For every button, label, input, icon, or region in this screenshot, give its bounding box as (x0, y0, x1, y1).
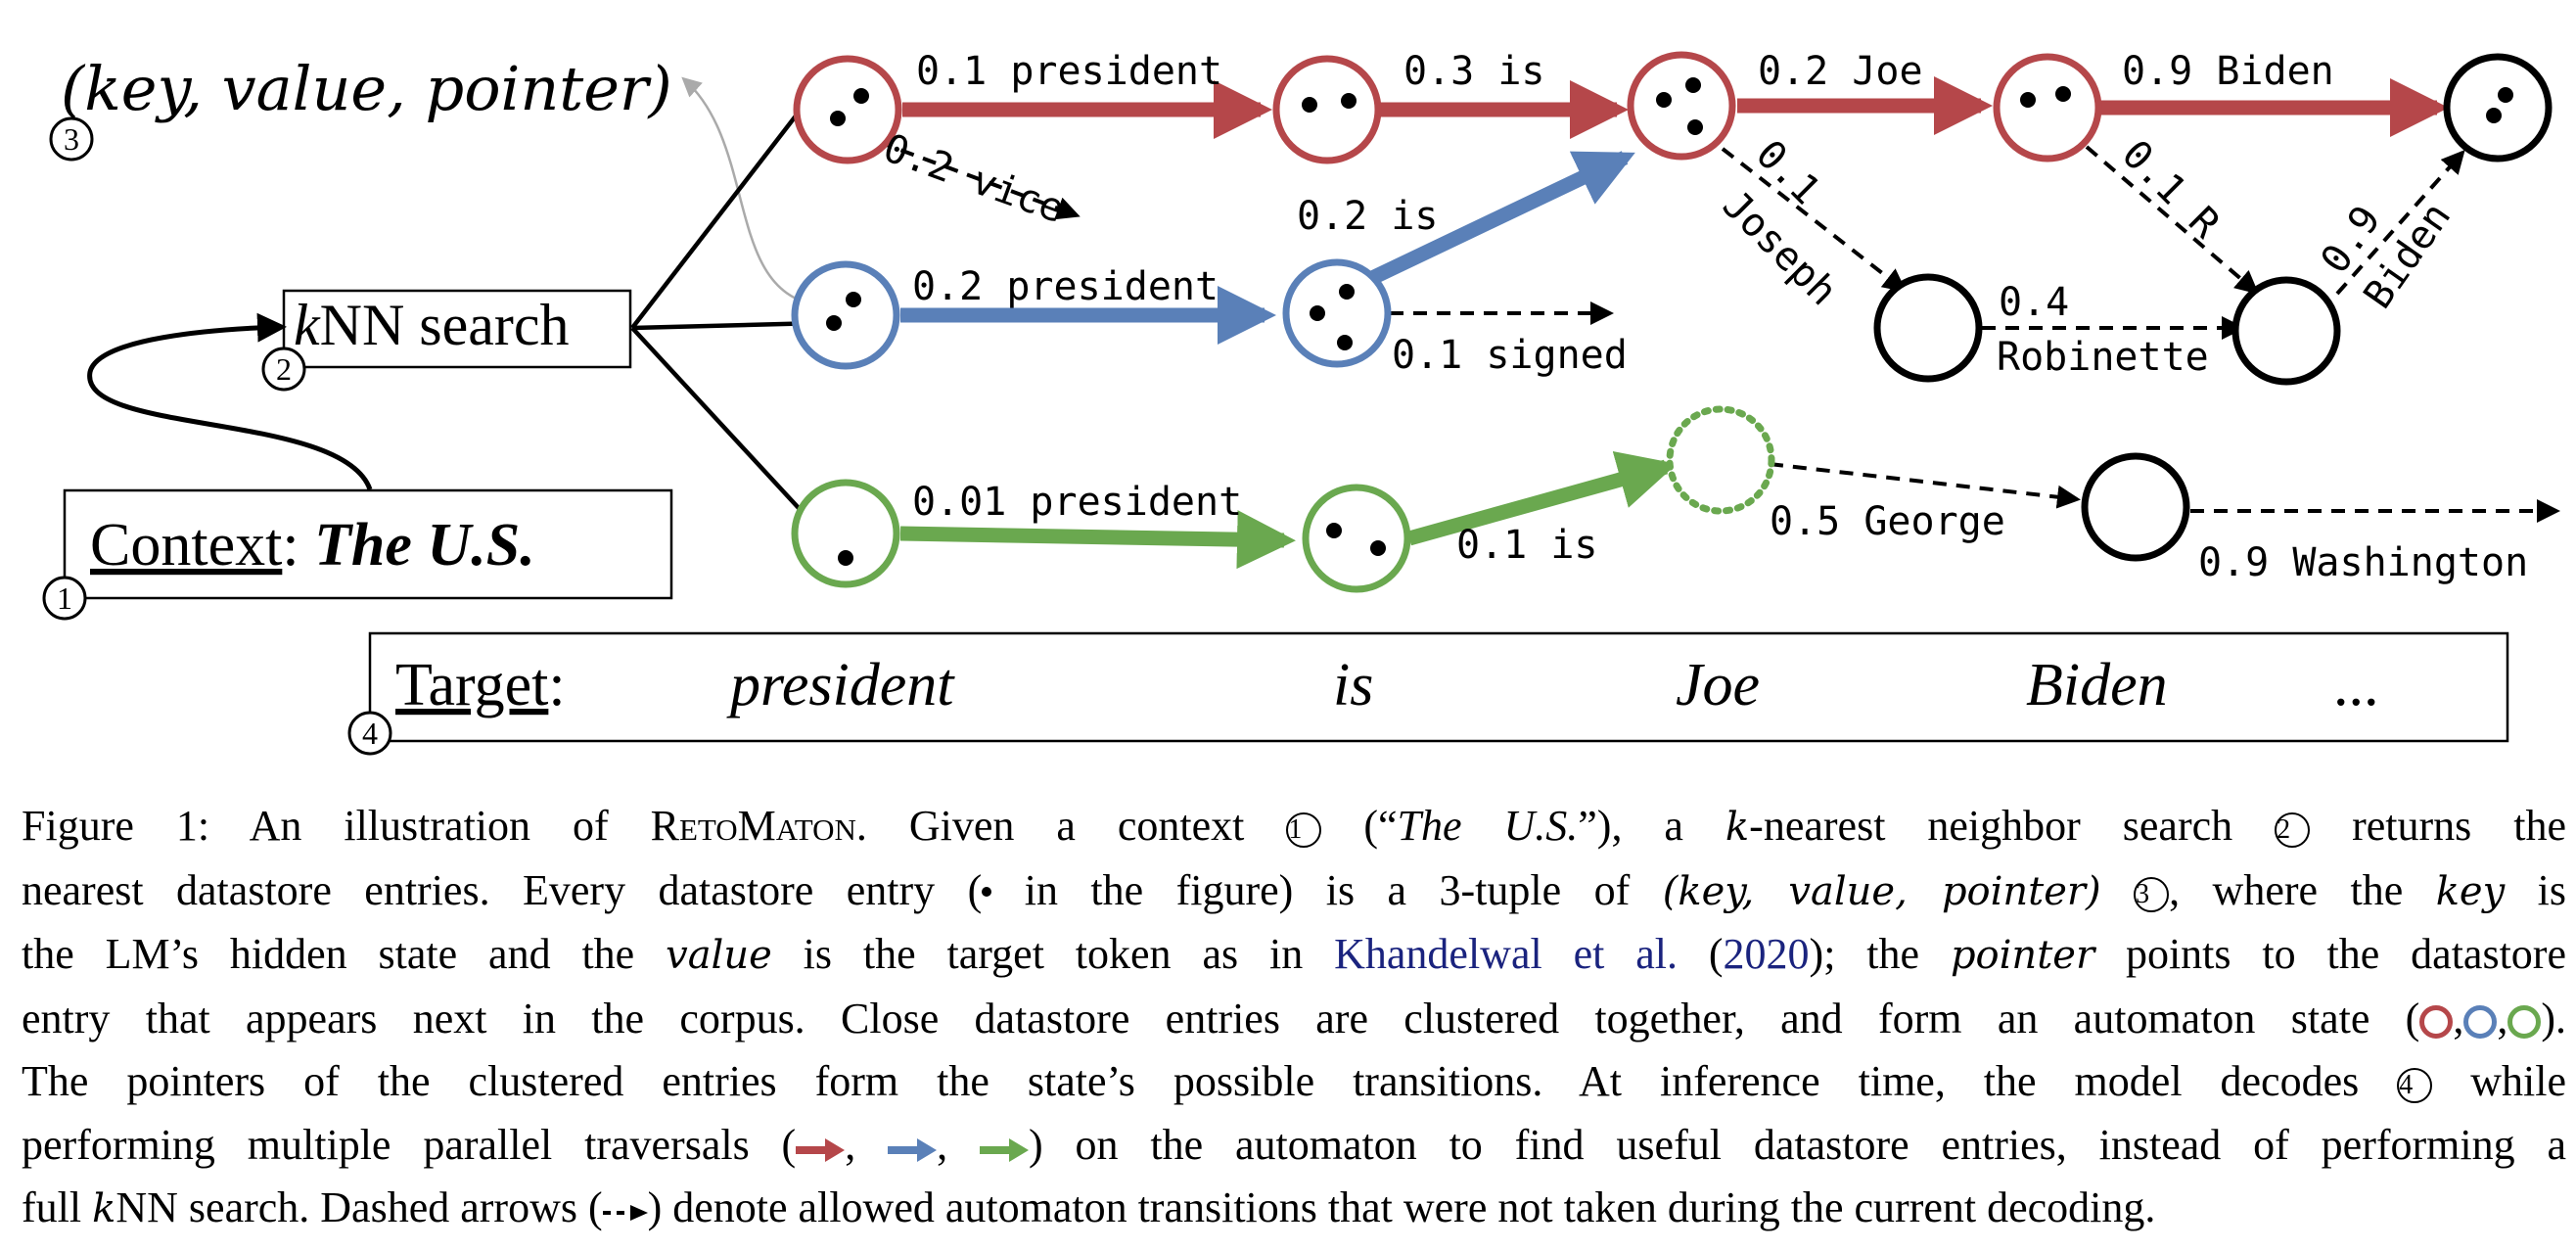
datastore-entry-dot-icon (982, 886, 992, 897)
green-edge-president (899, 510, 1296, 570)
dashed-edge-george (1769, 462, 2081, 509)
state-green-1 (791, 479, 900, 588)
circled-2: 2 (2275, 812, 2311, 848)
state-blue-2 (1282, 258, 1392, 368)
caption-line-7: full kNN search. Dashed arrows () denote… (22, 1183, 2156, 1231)
red-arrow-icon (796, 1137, 846, 1162)
label-red-r: 0.1 R (2113, 132, 2229, 248)
blue-edge-is (1368, 151, 1635, 285)
label-red-biden: 0.9 Biden (2122, 49, 2334, 94)
label-red-is: 0.3 is (1403, 49, 1545, 94)
label-green-is: 0.1 is (1456, 523, 1598, 568)
label-blue-president: 0.2 president (912, 264, 1219, 309)
state-red-3 (1627, 51, 1736, 161)
label-robinette: Robinette (1997, 335, 2209, 380)
state-joseph (1873, 273, 1983, 383)
caption-line-6: performing multiple parallel traversals … (22, 1120, 2566, 1169)
dashed-edge-joseph (1721, 147, 1908, 293)
context-text: Context: The U.S. (90, 512, 535, 579)
svg-text:1: 1 (57, 580, 72, 616)
state-final (2443, 53, 2553, 162)
label-red-joe: 0.2 Joe (1758, 49, 1923, 94)
context-to-knn-arrow (87, 312, 373, 490)
target-token-joe: Joe (1676, 652, 1760, 718)
label-blue-is: 0.2 is (1297, 194, 1439, 239)
target-box (368, 631, 2509, 743)
dashed-arrow-icon (602, 1205, 648, 1221)
state-george (2081, 452, 2190, 562)
label-red-president: 0.1 president (916, 49, 1222, 94)
step-3-marker: 3 (49, 116, 94, 162)
state-red-1 (793, 55, 902, 164)
target-token-biden: Biden (2026, 652, 2168, 718)
citation-year[interactable]: 2020 (1723, 930, 1810, 978)
step-1-marker: 1 (42, 576, 87, 621)
state-green-dotted (1666, 405, 1775, 515)
caption-line-3: the LM’s hidden state and the value is t… (22, 930, 2566, 978)
target-token-president: president (726, 652, 955, 718)
figure-caption: Figure 1: An illustration of RetoMaton. … (22, 795, 2566, 1241)
circled-3: 3 (2134, 876, 2170, 912)
state-red-2 (1272, 55, 1382, 164)
dashed-edge-r (2085, 145, 2260, 295)
state-blue-1 (791, 260, 900, 370)
state-r (2231, 276, 2341, 386)
circled-4: 4 (2397, 1068, 2433, 1103)
target-token-is: is (1333, 652, 1373, 718)
caption-line-4: entry that appears next in the corpus. C… (22, 994, 2566, 1042)
blue-arrow-icon (888, 1137, 938, 1162)
caption-line-1: Figure 1: An illustration of RetoMaton. … (22, 802, 2566, 850)
blue-state-ring-icon (2463, 1004, 2498, 1039)
state-red-4 (1993, 53, 2102, 162)
knn-search-label: kNN search (294, 293, 570, 357)
target-token-ellipsis: ... (2333, 652, 2379, 718)
svg-text:4: 4 (362, 716, 378, 751)
circled-1: 1 (1286, 812, 1322, 848)
target-label: Target: (395, 652, 566, 718)
label-washington: 0.9 Washington (2198, 540, 2528, 585)
label-red-joseph: Joseph (1714, 183, 1846, 315)
label-green-president: 0.01 president (912, 480, 1242, 525)
step-2-marker: 2 (261, 347, 306, 392)
state-green-2 (1302, 484, 1411, 593)
label-robinette-num: 0.4 (1999, 280, 2069, 325)
retomaton-diagram: (key, value, pointer) 3 kNN search 2 Con… (42, 49, 2560, 756)
caption-line-5: The pointers of the clustered entries fo… (22, 1057, 2566, 1105)
svg-text:3: 3 (64, 121, 79, 157)
label-red-vice: 0.2 vice (878, 125, 1071, 232)
dashed-edge-vice (878, 140, 1081, 220)
step-4-marker: 4 (347, 711, 392, 756)
red-state-ring-icon (2419, 1004, 2454, 1039)
pointer-curve-arrow (681, 76, 821, 307)
dashed-edge-biden2 (2335, 150, 2465, 296)
label-george: 0.5 George (1770, 499, 2005, 544)
context-box (63, 488, 673, 600)
svg-text:2: 2 (276, 351, 292, 387)
green-state-ring-icon (2507, 1004, 2542, 1039)
green-edge-is (1406, 450, 1678, 546)
green-arrow-icon (979, 1137, 1029, 1162)
knn-search-box (282, 289, 632, 369)
key-value-pointer-label: (key, value, pointer) (61, 53, 672, 124)
caption-line-2: nearest datastore entries. Every datasto… (22, 865, 2566, 914)
label-blue-signed: 0.1 signed (1392, 333, 1628, 378)
citation-khandelwal[interactable]: Khandelwal et al. (1334, 930, 1678, 978)
knn-to-blue-arrow (631, 310, 825, 338)
knn-to-red-arrow (630, 80, 823, 330)
